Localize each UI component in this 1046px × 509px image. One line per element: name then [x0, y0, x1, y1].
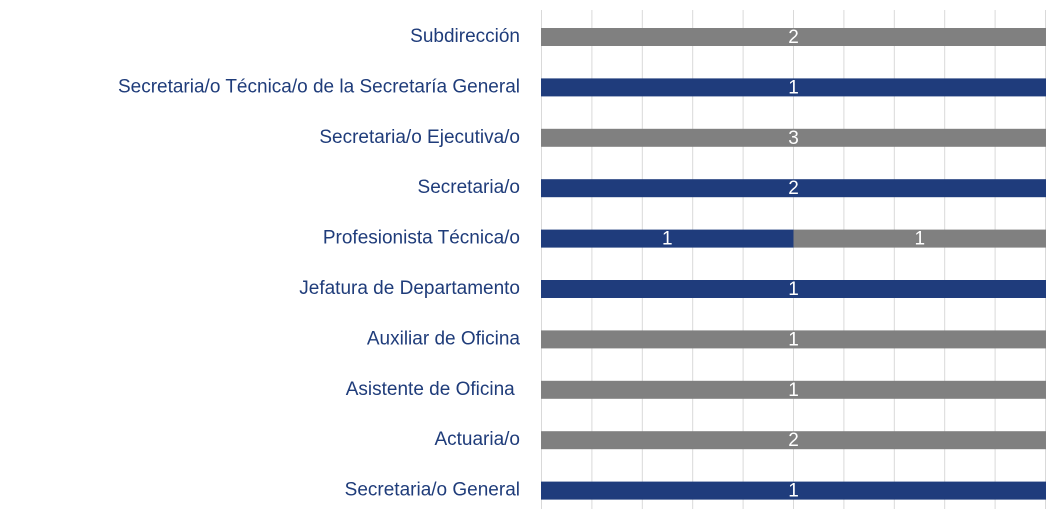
category-label: Secretaria/o Técnica/o de la Secretaría … — [118, 76, 520, 97]
bar-segment — [541, 280, 1046, 298]
data-label: 1 — [914, 229, 925, 250]
bar-segment — [541, 28, 1046, 46]
data-label: 2 — [788, 178, 799, 199]
bar-segment — [541, 229, 794, 248]
category-label: Secretaria/o General — [345, 480, 520, 501]
category-label: Jefatura de Departamento — [299, 278, 520, 299]
bar-segment — [541, 179, 1046, 198]
data-label: 1 — [788, 380, 799, 401]
bar-segment — [541, 431, 1046, 450]
category-label: Actuaria/o — [434, 429, 520, 450]
category-label: Secretaria/o Ejecutiva/o — [319, 127, 520, 148]
data-label: 1 — [662, 229, 673, 250]
category-label: Asistente de Oficina — [346, 379, 520, 400]
category-label: Secretaria/o — [418, 177, 520, 198]
bar-segment — [541, 128, 1046, 147]
data-label: 1 — [788, 77, 799, 98]
bar-segment — [541, 78, 1046, 97]
data-label: 1 — [788, 279, 799, 300]
category-label: Auxiliar de Oficina — [367, 328, 521, 349]
bar-segment — [541, 481, 1046, 500]
category-label: Subdirección — [410, 26, 520, 47]
bar-segment — [541, 380, 1046, 399]
data-label: 3 — [788, 128, 799, 149]
data-label: 1 — [788, 329, 799, 350]
data-label: 1 — [788, 481, 799, 502]
bars: 2 1 3 2 1 1 1 1 1 2 1 — [541, 27, 1046, 502]
data-label: 2 — [788, 27, 799, 48]
bar-segment — [793, 229, 1046, 248]
bar-segment — [541, 330, 1046, 349]
category-label: Profesionista Técnica/o — [323, 228, 520, 249]
data-label: 2 — [788, 430, 799, 451]
